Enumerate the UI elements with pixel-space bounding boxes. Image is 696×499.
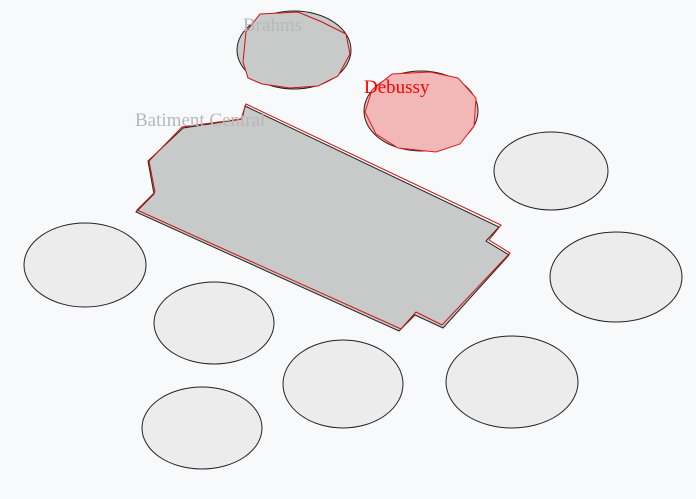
zone-empty-2[interactable] — [549, 231, 683, 323]
empty-zones — [23, 131, 683, 470]
zone-empty-4[interactable] — [153, 281, 275, 365]
building-debussy[interactable]: Debussy — [363, 70, 479, 153]
zone-empty-6[interactable] — [445, 335, 579, 429]
zone-empty-7[interactable] — [141, 386, 263, 470]
zone-empty-5[interactable] — [282, 339, 404, 429]
batiment-central-label: Batiment Central — [135, 110, 265, 131]
debussy-label: Debussy — [364, 77, 430, 98]
batiment-central-highlight — [136, 103, 511, 330]
brahms-label: Brahms — [243, 15, 302, 36]
building-batiment-central[interactable]: Batiment Central — [135, 103, 511, 332]
debussy-highlight — [364, 71, 477, 153]
zone-empty-1[interactable] — [493, 131, 609, 211]
building-brahms[interactable]: Brahms — [236, 10, 352, 90]
zone-empty-3[interactable] — [23, 222, 147, 308]
brahms-highlight — [242, 11, 351, 89]
